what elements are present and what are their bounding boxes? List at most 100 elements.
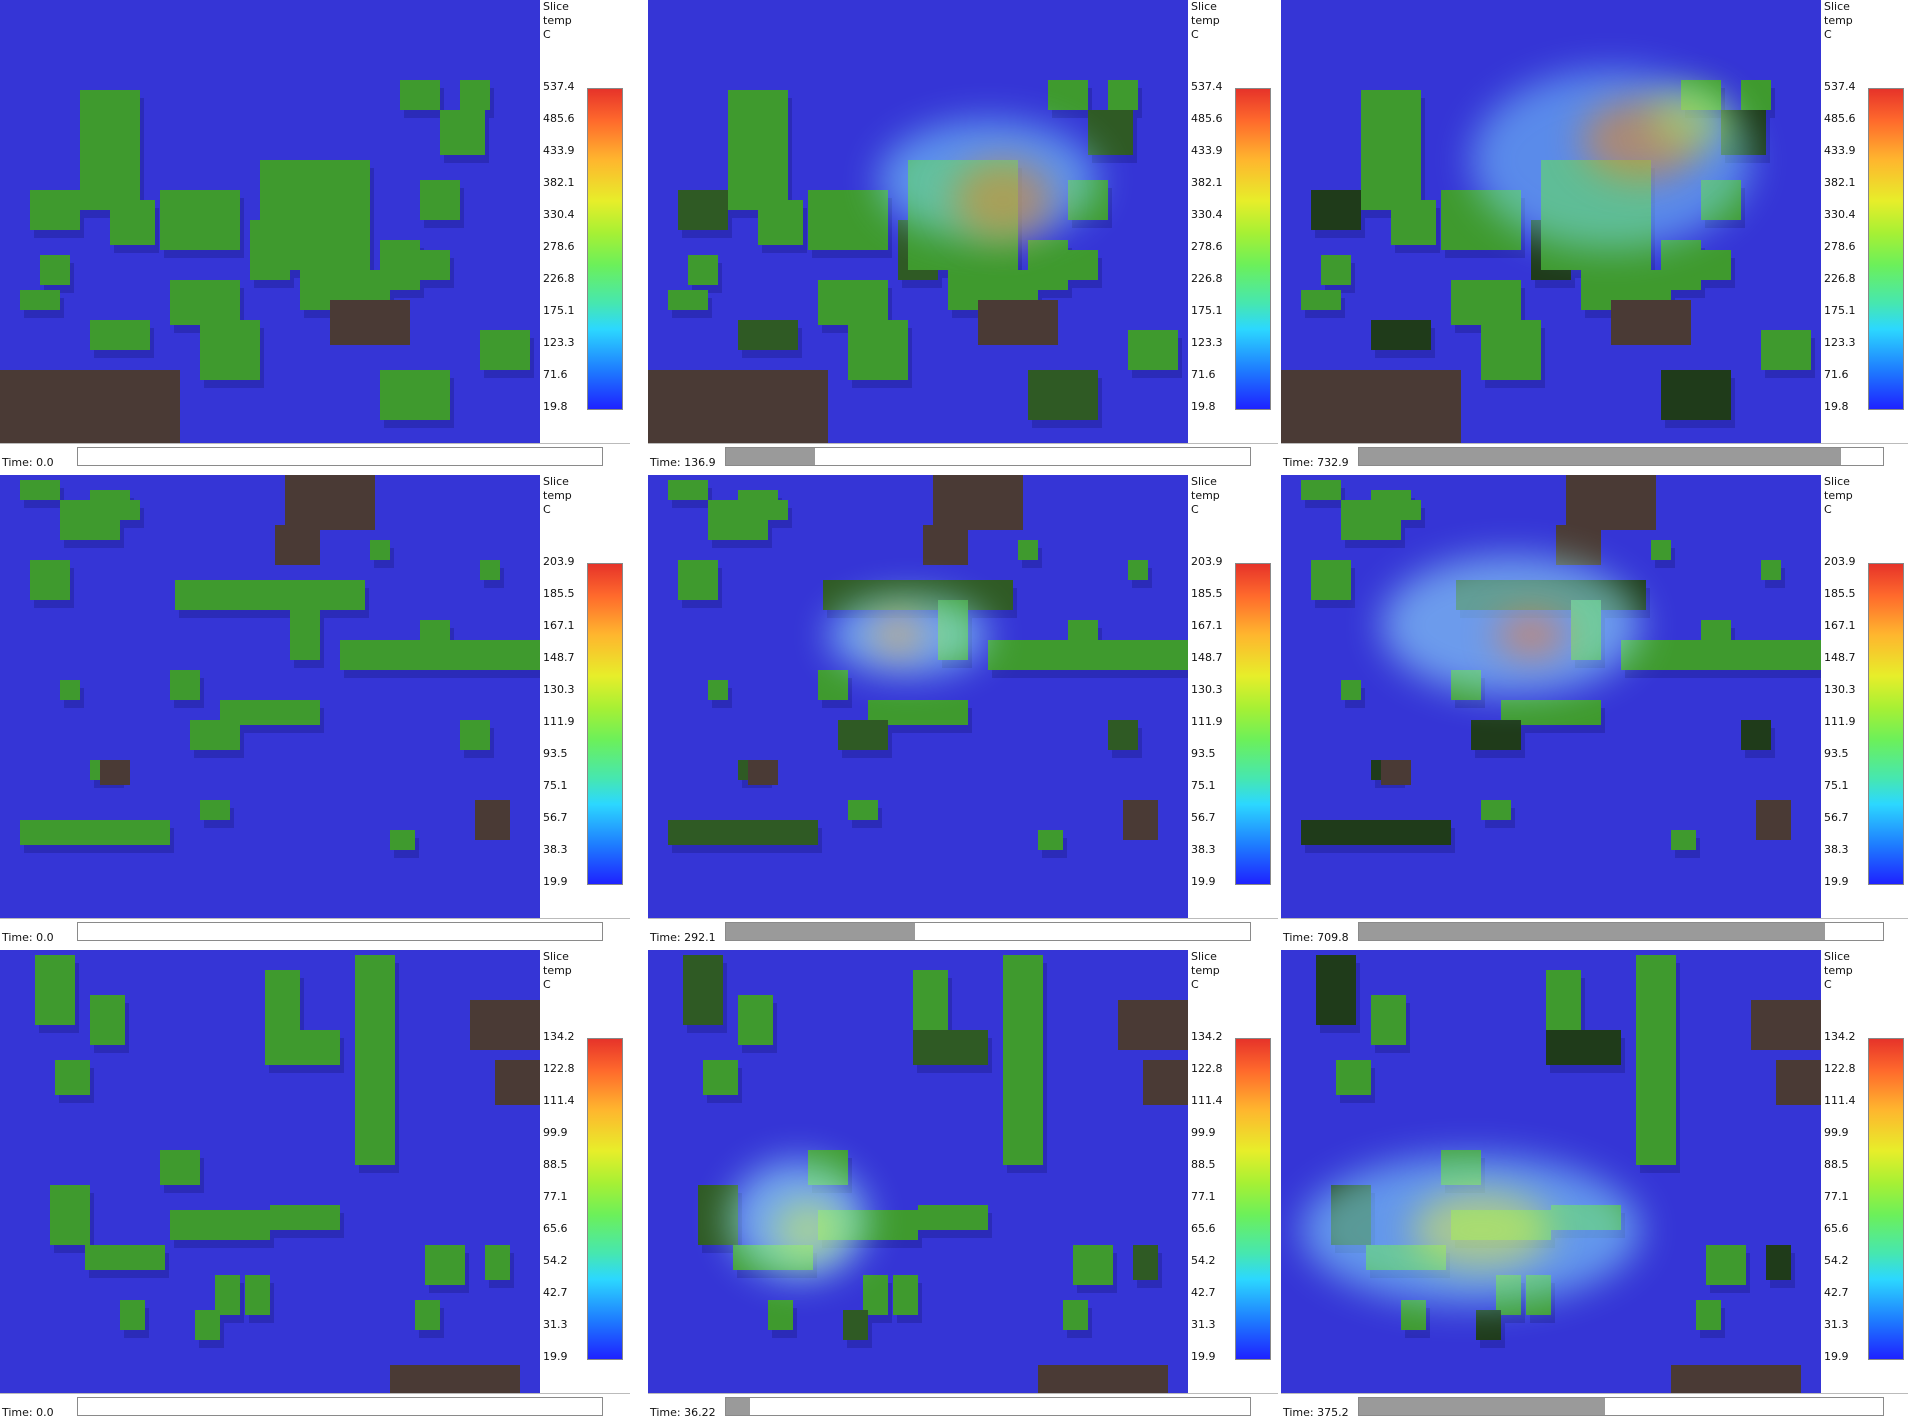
building-roof	[90, 320, 150, 350]
smokeview-scene	[648, 0, 1188, 443]
colorbar-tick-label: 99.9	[543, 1126, 568, 1139]
colorbar-tick-label: 485.6	[1824, 112, 1856, 125]
colorbar-tick-label: 111.4	[1824, 1094, 1856, 1107]
brown-building	[748, 760, 778, 785]
colorbar-tick-label: 122.8	[1824, 1062, 1856, 1075]
colorbar-tick-label: 65.6	[543, 1222, 568, 1235]
legend-header-line: Slice	[543, 0, 569, 13]
building-roof	[485, 1245, 510, 1280]
brown-building	[1281, 370, 1461, 443]
building-roof	[913, 1030, 988, 1065]
brown-building	[1556, 525, 1601, 565]
legend-header-line: C	[543, 978, 551, 991]
building-roof	[460, 80, 490, 110]
time-slider[interactable]	[1358, 447, 1884, 466]
building-roof	[415, 1300, 440, 1330]
time-slider-progress	[726, 923, 915, 940]
legend-header-line: Slice	[1191, 950, 1217, 963]
colorbar-tick-label: 203.9	[543, 555, 575, 568]
smokeview-scene	[0, 950, 540, 1393]
building-roof	[20, 820, 170, 845]
timeline-bar: Time: 0.0	[0, 918, 630, 945]
building-roof	[1661, 370, 1731, 420]
building-roof	[818, 280, 888, 325]
brown-building	[100, 760, 130, 785]
building-roof	[1696, 1300, 1721, 1330]
colorbar-gradient	[587, 88, 623, 410]
colorbar-tick-label: 167.1	[1824, 619, 1856, 632]
colorbar-tick-label: 19.9	[543, 875, 568, 888]
colorbar-tick-label: 56.7	[1824, 811, 1849, 824]
sim-panel: Slice temp C 134.2 122.8 111.4 99.9 88.5 77.1 65.…	[0, 950, 630, 1420]
building-roof	[380, 370, 450, 420]
brown-building	[1143, 1060, 1188, 1105]
colorbar-legend: Slice temp C 203.9 185.5 167.1 148.7 130.3 111.9…	[540, 475, 630, 918]
building-roof	[1761, 330, 1811, 370]
building-roof	[1128, 330, 1178, 370]
colorbar-tick-label: 77.1	[1191, 1190, 1216, 1203]
time-slider[interactable]	[1358, 1397, 1884, 1416]
brown-building	[1751, 1000, 1821, 1050]
building-roof	[265, 1030, 340, 1065]
building-roof	[50, 1185, 90, 1245]
building-roof	[260, 160, 370, 270]
colorbar-tick-label: 38.3	[1191, 843, 1216, 856]
colorbar-tick-label: 31.3	[1191, 1318, 1216, 1331]
sim-panel: Slice temp C 537.4 485.6 433.9 382.1 330.4 278.6…	[648, 0, 1278, 470]
building-roof	[1701, 250, 1731, 280]
time-readout: Time: 732.9	[1283, 456, 1349, 469]
time-slider[interactable]	[77, 922, 603, 941]
colorbar-tick-label: 122.8	[1191, 1062, 1223, 1075]
legend-header-line: temp	[1191, 964, 1220, 977]
time-slider[interactable]	[725, 447, 1251, 466]
building-roof	[170, 280, 240, 325]
legend-header-line: temp	[543, 489, 572, 502]
building-roof	[20, 290, 60, 310]
legend-header: Slice temp C	[543, 950, 572, 992]
building-roof	[400, 80, 440, 110]
colorbar-tick-label: 99.9	[1191, 1126, 1216, 1139]
colorbar-gradient	[1235, 563, 1271, 885]
building-roof	[1741, 720, 1771, 750]
time-slider[interactable]	[77, 1397, 603, 1416]
sim-panel: Slice temp C 134.2 122.8 111.4 99.9 88.5 77.1 65.…	[1281, 950, 1908, 1420]
time-slider[interactable]	[77, 447, 603, 466]
temperature-plume	[953, 160, 1053, 240]
timeline-bar: Time: 732.9	[1281, 443, 1908, 470]
legend-header-line: C	[1824, 503, 1832, 516]
building-roof	[1761, 560, 1781, 580]
brown-building	[1611, 300, 1691, 345]
building-roof	[1301, 480, 1341, 500]
colorbar-tick-label: 278.6	[1824, 240, 1856, 253]
building-roof	[215, 1275, 240, 1315]
time-slider-progress	[1359, 923, 1826, 940]
timeline-bar: Time: 0.0	[0, 1393, 630, 1420]
legend-header-line: Slice	[1824, 0, 1850, 13]
colorbar-gradient	[1235, 88, 1271, 410]
colorbar-legend: Slice temp C 537.4 485.6 433.9 382.1 330.4 278.6…	[1821, 0, 1908, 443]
colorbar-tick-label: 330.4	[543, 208, 575, 221]
building-roof	[1661, 240, 1701, 290]
time-slider[interactable]	[1358, 922, 1884, 941]
colorbar-tick-label: 93.5	[1824, 747, 1849, 760]
building-roof	[1671, 830, 1696, 850]
building-roof	[1028, 370, 1098, 420]
time-readout: Time: 0.0	[2, 931, 54, 944]
colorbar-legend: Slice temp C 537.4 485.6 433.9 382.1 330.4 278.6…	[540, 0, 630, 443]
time-slider[interactable]	[725, 1397, 1251, 1416]
brown-building	[330, 300, 410, 345]
colorbar-tick-label: 56.7	[543, 811, 568, 824]
colorbar-tick-label: 485.6	[1191, 112, 1223, 125]
colorbar-tick-label: 19.9	[1824, 875, 1849, 888]
building-roof	[90, 490, 130, 520]
timeline-bar: Time: 292.1	[648, 918, 1278, 945]
legend-header: Slice temp C	[543, 475, 572, 517]
colorbar-legend: Slice temp C 134.2 122.8 111.4 99.9 88.5 77.1 65.…	[540, 950, 630, 1393]
building-roof	[1048, 80, 1088, 110]
timeline-bar: Time: 0.0	[0, 443, 630, 470]
building-roof	[200, 320, 260, 380]
building-roof	[843, 1310, 868, 1340]
time-slider[interactable]	[725, 922, 1251, 941]
colorbar-tick-label: 19.9	[1191, 875, 1216, 888]
brown-building	[475, 800, 510, 840]
